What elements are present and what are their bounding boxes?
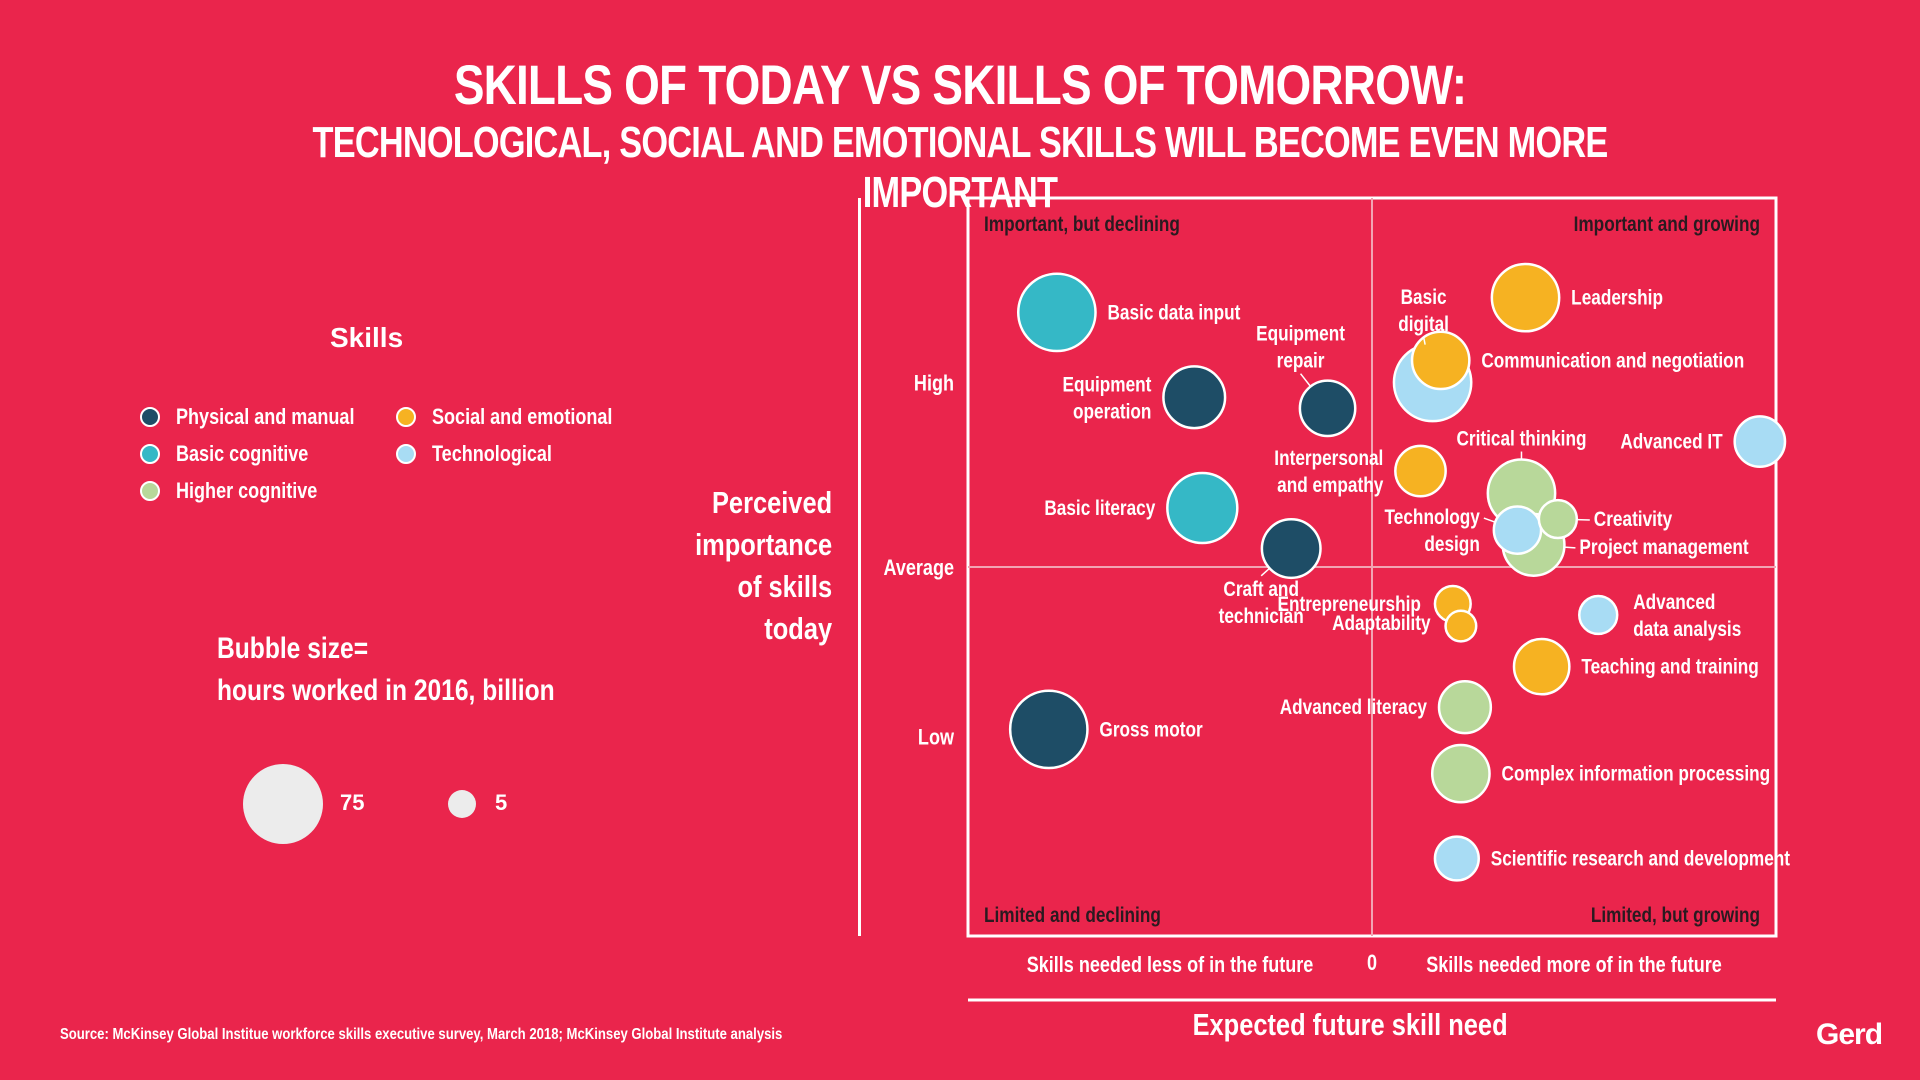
gerd-logo: Gerd (1816, 1018, 1883, 1051)
bubble-size-note: Bubble size= hours worked in 2016, billi… (217, 628, 629, 712)
size-legend-small-circle (448, 790, 476, 818)
bubble-communication-and-negotiation (1410, 330, 1471, 391)
legend-item-technological: Technological (396, 441, 578, 467)
point-label-basic-digital: digital (1398, 313, 1449, 336)
bubble-advanced-it (1733, 415, 1787, 468)
legend-dot-physical-icon (140, 407, 160, 427)
point-label-advanced-data-analysis: Advanced (1633, 591, 1715, 614)
point-label-craft-and-technician: technician (1219, 605, 1304, 628)
legend-label: Physical and manual (176, 404, 355, 429)
y-axis-title-line: importance (694, 527, 832, 562)
bubble-equipment-repair (1298, 379, 1357, 438)
x-zero-label: 0 (1367, 951, 1377, 975)
legend-dot-technological-icon (396, 444, 416, 464)
point-label-technology-design: Technology (1385, 507, 1481, 530)
point-label-equipment-repair: Equipment (1256, 323, 1345, 346)
quadrant-label: Important, but declining (984, 214, 1180, 237)
point-label-advanced-it: Advanced IT (1620, 431, 1723, 454)
size-legend-small-label: 5 (495, 790, 508, 815)
point-label-entrepreneurship: Entrepreneurship (1278, 593, 1421, 616)
bubble-complex-information-processing (1430, 743, 1491, 804)
size-legend-large-circle (243, 764, 323, 844)
point-label-interpersonal-and-empathy: and empathy (1277, 475, 1383, 498)
legend-label: Technological (432, 441, 552, 466)
y-tick-label: Low (918, 726, 954, 750)
y-tick-label: High (914, 372, 954, 396)
bubble-gross-motor (1008, 689, 1089, 770)
point-label-leadership: Leadership (1571, 287, 1663, 310)
legend-dot-social-icon (396, 407, 416, 427)
leader-line-technology-design (1483, 517, 1496, 523)
legend-dot-higher-cognitive-icon (140, 481, 160, 501)
bubble-teaching-and-training (1512, 637, 1571, 696)
x-axis-title: Expected future skill need (1192, 1007, 1508, 1042)
leader-line-equipment-repair (1299, 373, 1312, 387)
point-label-project-management: Project management (1579, 536, 1749, 559)
point-label-scientific-research-and-development: Scientific research and development (1491, 848, 1791, 871)
point-label-basic-digital: Basic (1401, 286, 1447, 309)
point-label-basic-literacy: Basic literacy (1044, 497, 1155, 520)
bubble-creativity (1537, 498, 1579, 540)
legend-label: Higher cognitive (176, 478, 318, 503)
legend-label: Social and emotional (432, 404, 613, 429)
point-label-creativity: Creativity (1594, 509, 1673, 532)
bubble-basic-data-input (1016, 272, 1097, 353)
y-axis-title-line: Perceived (711, 485, 832, 520)
bubble-equipment-operation (1162, 365, 1227, 430)
bubble-advanced-data-analysis (1578, 594, 1619, 636)
bubble-size-line1: Bubble size= (217, 632, 369, 665)
x-left-label: Skills needed less of in the future (1027, 953, 1314, 977)
bubble-basic-literacy (1166, 471, 1239, 545)
legend-item-higher-cognitive: Higher cognitive (140, 478, 348, 504)
point-label-communication-and-negotiation: Communication and negotiation (1481, 350, 1744, 373)
bubble-adaptability (1444, 609, 1478, 643)
point-label-complex-information-processing: Complex information processing (1502, 763, 1771, 786)
point-label-equipment-operation: Equipment (1063, 374, 1152, 397)
x-right-label: Skills needed more of in the future (1426, 953, 1722, 977)
divider-line (858, 198, 861, 936)
point-label-teaching-and-training: Teaching and training (1581, 656, 1758, 679)
quadrant-label: Important and growing (1574, 214, 1760, 237)
bubble-technology-design (1492, 505, 1543, 555)
leader-line-craft-and-technician (1260, 567, 1271, 577)
leader-line-basic-digital (1422, 336, 1426, 345)
bubble-craft-and-technician (1260, 518, 1322, 580)
legend-label: Basic cognitive (176, 441, 309, 466)
bubble-scientific-research-and-development (1433, 835, 1480, 882)
y-tick-label: Average (883, 556, 954, 580)
legend-item-basic-cognitive: Basic cognitive (140, 441, 337, 467)
point-label-advanced-literacy: Advanced literacy (1280, 697, 1428, 720)
point-label-interpersonal-and-empathy: Interpersonal (1274, 448, 1383, 471)
bubble-leadership (1490, 262, 1561, 333)
y-axis-title-line: today (764, 611, 832, 646)
point-label-equipment-repair: repair (1277, 350, 1325, 373)
y-axis-title-line: of skills (737, 569, 832, 604)
size-legend-large-label: 75 (340, 790, 365, 815)
point-label-gross-motor: Gross motor (1099, 719, 1203, 742)
point-label-critical-thinking: Critical thinking (1456, 428, 1586, 451)
bubble-advanced-literacy (1437, 680, 1493, 735)
point-label-equipment-operation: operation (1073, 401, 1151, 424)
bubble-interpersonal-and-empathy (1394, 444, 1447, 498)
page-title: SKILLS OF TODAY VS SKILLS OF TOMORROW: (453, 53, 1467, 116)
point-label-advanced-data-analysis: data analysis (1633, 618, 1741, 641)
quadrant-label: Limited, but growing (1591, 905, 1760, 928)
legend-dot-basic-cognitive-icon (140, 444, 160, 464)
legend-heading: Skills (330, 322, 404, 353)
point-label-adaptability: Adaptability (1332, 613, 1431, 636)
y-axis-title: Perceived importance of skills today (695, 482, 832, 650)
point-label-technology-design: design (1424, 534, 1479, 557)
source-note: Source: McKinsey Global Institue workfor… (60, 1026, 783, 1043)
point-label-craft-and-technician: Craft and (1223, 578, 1299, 601)
leader-line-project-management (1564, 546, 1576, 549)
legend-item-physical: Physical and manual (140, 404, 394, 430)
legend-item-social: Social and emotional (396, 404, 652, 430)
point-label-basic-data-input: Basic data input (1108, 302, 1241, 325)
quadrant-label: Limited and declining (984, 905, 1161, 928)
page-subtitle: TECHNOLOGICAL, SOCIAL AND EMOTIONAL SKIL… (312, 118, 1609, 217)
bubble-size-line2: hours worked in 2016, billion (217, 674, 555, 707)
